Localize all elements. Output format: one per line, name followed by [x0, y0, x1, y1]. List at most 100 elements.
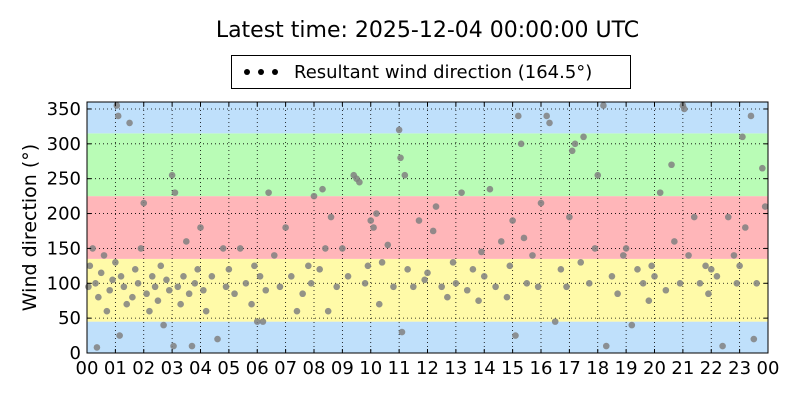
data-point	[685, 252, 692, 259]
data-point	[742, 224, 749, 231]
x-tick-label: 02	[132, 358, 155, 379]
data-point	[608, 273, 616, 280]
data-point	[356, 178, 363, 186]
data-point	[131, 266, 139, 273]
x-tick-label: 15	[501, 358, 524, 379]
data-point	[168, 171, 176, 179]
data-point	[404, 266, 411, 273]
data-point	[324, 307, 332, 315]
data-point	[177, 300, 184, 308]
data-point	[262, 286, 270, 294]
data-point	[112, 259, 119, 266]
data-point	[174, 283, 182, 291]
data-point	[671, 238, 678, 245]
data-point	[432, 203, 440, 210]
data-point	[305, 262, 312, 270]
x-tick-label: 21	[671, 358, 694, 379]
data-point	[747, 112, 755, 120]
data-point	[202, 307, 210, 315]
data-point	[242, 279, 250, 287]
data-point	[401, 171, 409, 179]
data-point	[225, 266, 233, 273]
data-point	[480, 273, 488, 280]
data-point	[478, 248, 485, 256]
data-point	[676, 279, 684, 287]
data-point	[390, 283, 397, 291]
data-point	[222, 283, 230, 291]
data-point	[253, 318, 261, 325]
data-point	[719, 342, 726, 350]
y-tick-label: 150	[47, 238, 81, 259]
x-tick-label: 04	[189, 358, 212, 379]
x-tick-label: 06	[246, 358, 269, 379]
data-point	[248, 300, 255, 308]
data-point	[634, 266, 641, 273]
data-point	[645, 297, 653, 305]
data-point	[148, 273, 156, 280]
data-point	[146, 307, 153, 315]
data-point	[157, 262, 165, 270]
data-point	[438, 283, 445, 291]
x-tick-label: 16	[530, 358, 553, 379]
data-point	[322, 245, 329, 252]
data-point	[194, 266, 201, 273]
data-point	[361, 279, 369, 287]
y-tick-label: 50	[58, 308, 81, 329]
data-point	[160, 321, 167, 329]
data-point	[114, 112, 122, 120]
data-point	[307, 279, 315, 287]
direction-bands	[87, 102, 768, 353]
data-point	[680, 105, 688, 113]
y-tick-label: 200	[47, 204, 81, 225]
data-point	[137, 245, 145, 252]
data-point	[619, 252, 627, 259]
data-point	[486, 185, 494, 193]
data-point	[185, 290, 193, 298]
data-point	[395, 126, 403, 134]
y-tick-label: 350	[47, 99, 81, 120]
data-point	[506, 262, 514, 270]
data-point	[707, 266, 715, 273]
data-point	[97, 269, 105, 277]
data-point	[651, 273, 658, 280]
data-point	[180, 273, 187, 280]
data-point	[397, 154, 404, 162]
data-point	[231, 290, 238, 298]
y-tick-label: 0	[70, 343, 81, 364]
legend-label: Resultant wind direction (164.5°)	[294, 61, 593, 83]
data-point	[93, 344, 101, 351]
data-point	[333, 283, 341, 291]
data-point	[92, 279, 99, 287]
data-point	[154, 297, 162, 305]
data-point	[648, 262, 655, 270]
data-point	[89, 245, 96, 252]
data-point	[759, 164, 766, 172]
data-point	[469, 266, 477, 273]
data-point	[200, 286, 207, 294]
data-point	[126, 119, 133, 127]
data-point	[370, 224, 377, 231]
data-point	[753, 279, 760, 287]
data-point	[171, 189, 179, 196]
data-point	[188, 342, 196, 350]
data-point	[109, 276, 116, 284]
data-point	[568, 147, 576, 155]
x-tick-label: 03	[161, 358, 184, 379]
data-point	[614, 290, 621, 298]
data-point	[580, 133, 587, 141]
data-point	[523, 279, 531, 287]
data-point	[170, 342, 177, 350]
data-point	[129, 293, 136, 301]
data-point	[151, 283, 159, 291]
data-point	[497, 238, 505, 245]
data-point	[600, 102, 607, 109]
x-tick-label: 17	[558, 358, 581, 379]
data-point	[585, 279, 593, 287]
x-tick-label: 12	[416, 358, 439, 379]
data-point	[259, 318, 267, 325]
data-point	[571, 140, 579, 148]
data-point	[702, 262, 709, 270]
data-point	[750, 335, 758, 343]
data-point	[100, 252, 108, 259]
